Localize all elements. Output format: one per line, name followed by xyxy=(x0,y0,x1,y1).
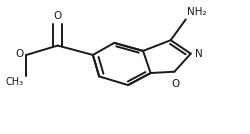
Text: CH₃: CH₃ xyxy=(6,77,24,87)
Text: O: O xyxy=(171,79,179,89)
Text: NH₂: NH₂ xyxy=(186,7,206,17)
Text: N: N xyxy=(194,49,202,59)
Text: O: O xyxy=(16,49,24,59)
Text: O: O xyxy=(54,11,62,21)
